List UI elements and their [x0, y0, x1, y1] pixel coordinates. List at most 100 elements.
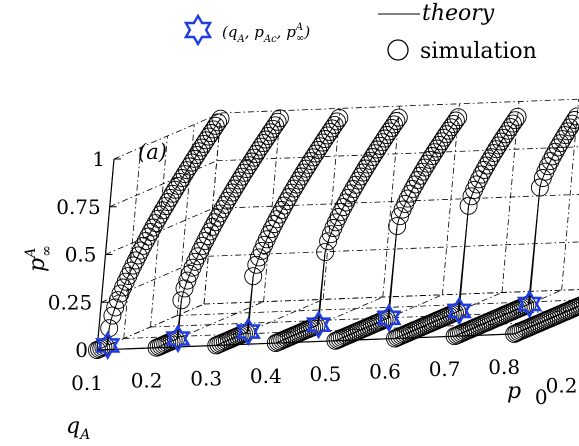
simulation-point — [499, 121, 518, 140]
grid-back-vertical — [501, 101, 520, 293]
critical-point-marker — [95, 330, 121, 360]
simulation-point — [262, 219, 281, 238]
z-axis-label: p — [507, 379, 521, 404]
legend: (qA, pAc, pA ∞) theory simulation — [183, 1, 537, 64]
grid-back-vertical — [263, 110, 281, 302]
simulation-point — [263, 119, 282, 138]
grid-floor-horizontal — [203, 289, 579, 305]
simulation-point — [449, 108, 468, 127]
grid-side-horizontal — [109, 160, 217, 208]
simulation-point — [385, 115, 404, 134]
legend-entry-critical-point: (qA, pAc, pA ∞) — [222, 22, 310, 45]
simulation-point — [316, 130, 335, 148]
simulation-point — [382, 118, 401, 137]
simulation-point — [541, 152, 560, 171]
panel-label: (a) — [138, 140, 167, 164]
simulation-point — [196, 231, 215, 250]
simulation-point — [432, 132, 451, 151]
simulation-point — [388, 217, 407, 236]
simulation-point — [480, 152, 498, 171]
simulation-point — [211, 109, 230, 128]
simulation-point — [316, 243, 335, 262]
grid-floor-depth — [96, 303, 205, 351]
grid-floor-horizontal — [150, 310, 568, 328]
simulation-point — [329, 208, 348, 226]
simulation-point — [265, 215, 284, 233]
simulation-point — [377, 126, 396, 144]
simulation-point — [209, 113, 228, 132]
x-axis-line — [96, 333, 515, 351]
grid-side-vertical — [176, 124, 195, 316]
simulation-point — [261, 123, 280, 142]
simulation-point — [435, 128, 453, 147]
simulation-point — [530, 178, 549, 197]
simulation-point — [172, 291, 191, 310]
critical-point-marker — [305, 310, 332, 340]
critical-point-marker — [376, 303, 402, 333]
simulation-point — [501, 118, 520, 137]
simulation-point — [126, 251, 145, 270]
simulation-point — [325, 115, 344, 134]
theory-jump-line — [388, 226, 398, 318]
simulation-point — [503, 114, 522, 133]
legend-simulation-marker — [387, 39, 409, 61]
simulation-point — [330, 108, 349, 127]
simulation-point — [332, 202, 350, 221]
simulation-point — [260, 225, 279, 243]
simulation-point — [124, 256, 143, 275]
data-series — [445, 107, 579, 346]
simulation-point — [326, 213, 345, 232]
grid-back-horizontal — [212, 193, 579, 209]
simulation-point — [193, 236, 212, 255]
simulation-point — [573, 296, 579, 313]
simulation-point — [563, 114, 579, 133]
simulation-point — [470, 170, 489, 189]
critical-point-marker — [235, 317, 261, 347]
y-axis-label: pA∞ — [23, 245, 55, 272]
z-tick-label: 0.5 — [65, 243, 97, 267]
data-layer — [88, 107, 579, 360]
grid-back-horizontal — [220, 98, 579, 114]
simulation-point — [204, 120, 223, 139]
simulation-point — [328, 112, 346, 131]
simulation-point — [565, 111, 579, 129]
data-series — [505, 296, 579, 343]
simulation-point — [244, 267, 263, 286]
simulation-point — [198, 227, 217, 246]
z-tick-label: 0.25 — [48, 290, 93, 314]
grid-back-vertical — [442, 103, 460, 295]
simulation-point — [571, 296, 579, 315]
simulation-point — [266, 116, 285, 135]
p-tick-label: 0 — [535, 385, 548, 409]
theory-jump-line — [458, 205, 470, 311]
simulation-point — [136, 232, 155, 251]
simulation-point — [439, 121, 458, 140]
simulation-point — [575, 296, 579, 311]
grid-back-vertical — [382, 106, 401, 298]
simulation-point — [268, 112, 287, 131]
simulation-point — [334, 198, 353, 217]
simulation-point — [387, 112, 406, 130]
x-tick-label: 0.2 — [131, 369, 163, 393]
simulation-point — [188, 247, 207, 266]
data-series — [266, 108, 408, 353]
simulation-point — [320, 122, 339, 141]
critical-point-marker — [446, 296, 472, 326]
grid-back-vertical — [561, 99, 579, 291]
simulation-point — [380, 122, 399, 141]
data-series — [88, 109, 230, 360]
simulation-point — [191, 242, 210, 260]
x-tick-label: 0.7 — [429, 357, 461, 381]
x-tick-label: 0.8 — [488, 355, 520, 379]
simulation-point — [131, 241, 150, 260]
simulation-point — [257, 230, 276, 249]
x-tick-label: 0.5 — [309, 362, 341, 386]
x-tick-label: 0.1 — [71, 371, 103, 395]
z-tick-label: 1 — [92, 147, 105, 171]
simulation-point — [259, 126, 278, 145]
simulation-point — [206, 116, 225, 135]
simulation-point — [129, 246, 148, 265]
simulation-point — [201, 222, 220, 241]
simulation-point — [506, 111, 525, 130]
